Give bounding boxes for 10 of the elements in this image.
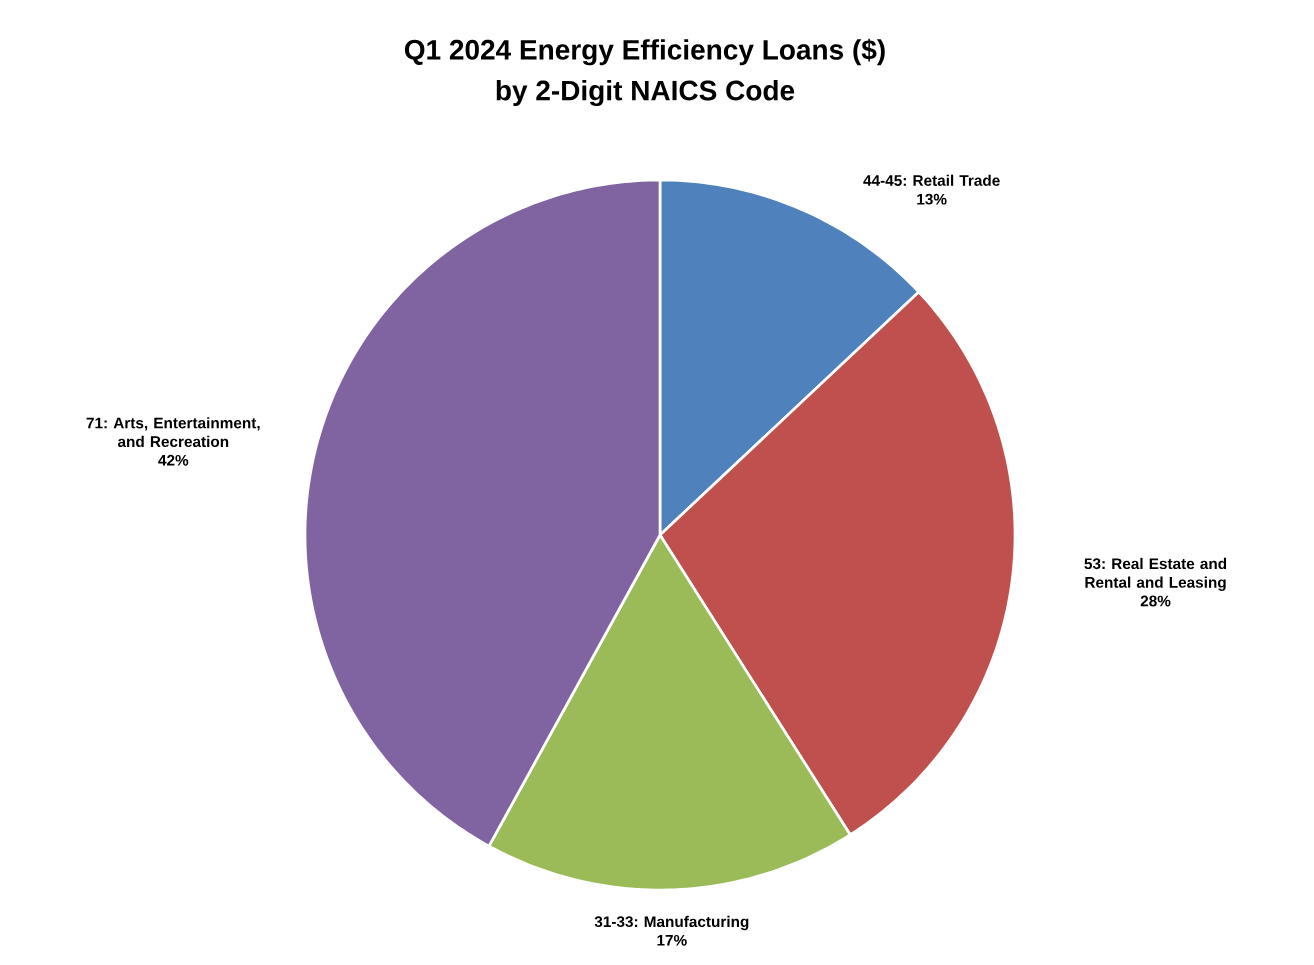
slice-label: 53: Real Estate and Rental and Leasing bbox=[1084, 557, 1227, 591]
data-label: 28% bbox=[1140, 595, 1171, 607]
data-label: 42% bbox=[158, 454, 189, 466]
data-label: 17% bbox=[657, 934, 687, 946]
slice-label: 71: Arts, Entertainment, and Recreation bbox=[86, 417, 260, 448]
slice-label: 31-33: Manufacturing bbox=[594, 915, 749, 931]
data-label: 13% bbox=[917, 193, 947, 205]
chart-title: Q1 2024 Energy Efficiency Loans ($) bbox=[404, 38, 885, 66]
slice-label: 44-45: Retail Trade bbox=[863, 174, 1000, 186]
chart-subtitle: by 2-Digit NAICS Code bbox=[496, 79, 795, 107]
